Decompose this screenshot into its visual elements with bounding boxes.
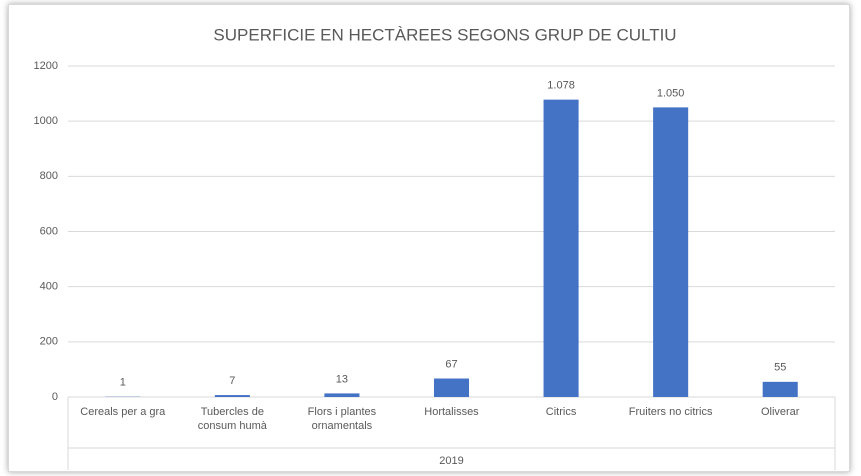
chart-title: SUPERFICIE EN HECTÀREES SEGONS GRUP DE C… bbox=[213, 25, 676, 44]
data-label: 1.078 bbox=[547, 80, 575, 92]
y-tick-label: 1200 bbox=[34, 60, 58, 72]
data-label: 7 bbox=[229, 375, 235, 387]
y-tick-label: 400 bbox=[40, 281, 58, 293]
data-label: 1 bbox=[120, 377, 126, 389]
x-tick-label: Flors i plantes ornamentals bbox=[307, 406, 377, 432]
data-label: 13 bbox=[336, 373, 348, 385]
y-tick-label: 200 bbox=[40, 336, 58, 348]
x-tick-label: Oliverar bbox=[760, 406, 800, 418]
x-group-label: 2019 bbox=[439, 455, 463, 467]
bar bbox=[543, 99, 579, 397]
x-tick-label: Cereals per a gra bbox=[80, 406, 166, 418]
x-tick-label: Tubercles de consum humà bbox=[197, 406, 267, 432]
data-label: 55 bbox=[774, 362, 786, 374]
y-tick-label: 800 bbox=[40, 170, 58, 182]
bar bbox=[762, 381, 798, 397]
x-tick-label: Citrics bbox=[545, 406, 577, 418]
data-label: 1.050 bbox=[657, 87, 685, 99]
bar bbox=[324, 393, 360, 397]
bar bbox=[653, 107, 689, 397]
data-label: 67 bbox=[445, 358, 457, 370]
bar bbox=[433, 378, 470, 397]
x-tick-label: Hortalisses bbox=[424, 406, 479, 418]
chart-frame bbox=[8, 4, 850, 472]
y-tick-label: 1000 bbox=[34, 115, 58, 127]
y-tick-label: 600 bbox=[40, 225, 58, 237]
x-tick-label: Fruiters no citrics bbox=[628, 406, 713, 418]
y-tick-label: 0 bbox=[52, 391, 58, 403]
bar bbox=[214, 395, 250, 397]
